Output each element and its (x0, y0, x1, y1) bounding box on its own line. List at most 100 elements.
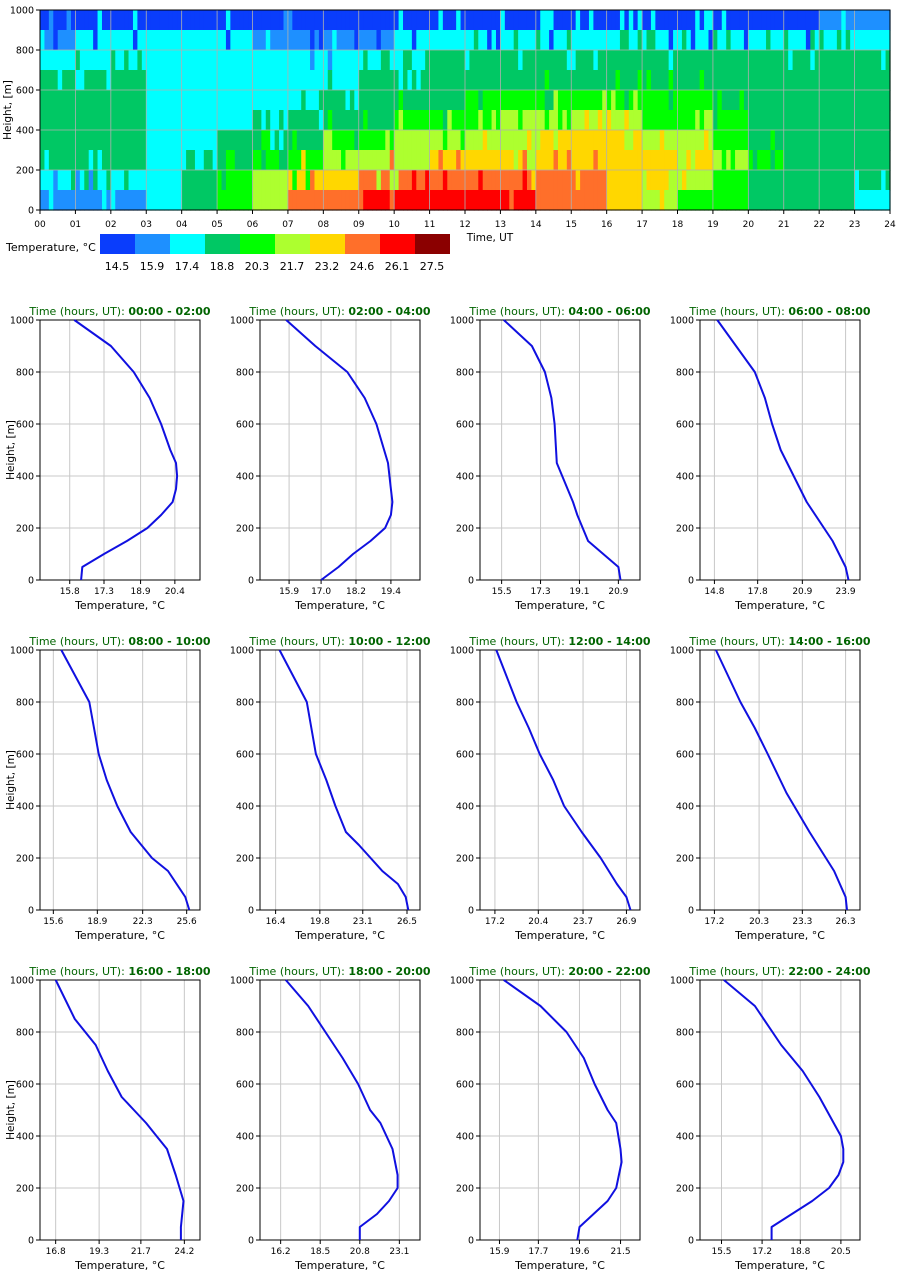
heatmap-cell (664, 170, 670, 191)
heatmap-cell (115, 90, 121, 111)
heatmap-cell (482, 50, 488, 71)
heatmap-cell (358, 150, 364, 171)
heatmap-cell (615, 10, 621, 31)
heatmap-cell (221, 50, 227, 71)
profile-x-axis-label: Temperature, °C (294, 1259, 385, 1272)
heatmap-cell (358, 110, 364, 131)
heatmap-cell (863, 10, 869, 31)
heatmap-cell (797, 150, 803, 171)
heatmap-cell (726, 10, 732, 31)
heatmap-cell (420, 170, 426, 191)
heatmap-cell (509, 30, 515, 51)
colorbar-swatch (310, 234, 345, 254)
heatmap-cell (876, 190, 882, 211)
heatmap-cell (575, 30, 581, 51)
heatmap-cell (748, 50, 754, 71)
heatmap-cell (336, 110, 342, 131)
heatmap-cell (172, 10, 178, 31)
heatmap-cell (146, 110, 152, 131)
heatmap-cell (261, 150, 267, 171)
heatmap-xtick-label: 14 (530, 220, 542, 230)
heatmap-cell (57, 190, 63, 211)
heatmap-cell (460, 10, 466, 31)
heatmap-cell (859, 70, 865, 91)
heatmap-cell (442, 150, 448, 171)
heatmap-cell (372, 90, 378, 111)
heatmap-cell (774, 170, 780, 191)
heatmap-cell (287, 30, 293, 51)
heatmap-cell (177, 10, 183, 31)
heatmap-cell (115, 150, 121, 171)
heatmap-cell (867, 150, 873, 171)
heatmap-cell (549, 130, 555, 151)
heatmap-cell (845, 110, 851, 131)
heatmap-cell (141, 50, 147, 71)
heatmap-cell (504, 30, 510, 51)
heatmap-cell (717, 130, 723, 151)
heatmap-cell (832, 190, 838, 211)
heatmap-cell (553, 90, 559, 111)
heatmap-cell (841, 170, 847, 191)
heatmap-cell (633, 130, 639, 151)
heatmap-cell (132, 90, 138, 111)
heatmap-cell (411, 130, 417, 151)
heatmap-cell (792, 50, 798, 71)
heatmap-cell (664, 50, 670, 71)
heatmap-cell (500, 50, 506, 71)
profile-xtick-label: 18.5 (310, 1247, 330, 1257)
heatmap-cell (97, 110, 103, 131)
heatmap-cell (531, 110, 537, 131)
heatmap-cell (420, 130, 426, 151)
heatmap-cell (367, 50, 373, 71)
heatmap-cell (805, 150, 811, 171)
heatmap-cell (841, 50, 847, 71)
heatmap-cell (863, 150, 869, 171)
heatmap-cell (633, 110, 639, 131)
heatmap-cell (792, 110, 798, 131)
heatmap-cell (53, 90, 59, 111)
heatmap-xtick-label: 05 (211, 220, 222, 230)
heatmap-cell (155, 150, 161, 171)
heatmap-cell (699, 150, 705, 171)
heatmap-cell (828, 110, 834, 131)
heatmap-cell (832, 130, 838, 151)
heatmap-cell (473, 170, 479, 191)
heatmap-cell (566, 110, 572, 131)
heatmap-cell (84, 30, 90, 51)
heatmap-cell (88, 170, 94, 191)
heatmap-cell (403, 190, 409, 211)
heatmap-cell (376, 110, 382, 131)
heatmap-cell (739, 50, 745, 71)
heatmap-cell (770, 110, 776, 131)
heatmap-xtick-label: 20 (743, 220, 755, 230)
heatmap-cell (876, 50, 882, 71)
heatmap-cell (743, 30, 749, 51)
temperature-profile-line (73, 319, 179, 581)
heatmap-cell (190, 150, 196, 171)
heatmap-cell (611, 90, 617, 111)
heatmap-cell (177, 170, 183, 191)
heatmap-cell (70, 70, 77, 91)
heatmap-cell (398, 150, 404, 171)
heatmap-cell (203, 170, 209, 191)
heatmap-cell (256, 110, 262, 131)
heatmap-cell (522, 130, 528, 151)
heatmap-cell (540, 170, 546, 191)
heatmap-cell (40, 50, 46, 71)
heatmap-cell (336, 130, 342, 151)
heatmap-cell (637, 50, 643, 71)
heatmap-cell (571, 50, 577, 71)
profile-xtick-label: 19.8 (310, 917, 330, 927)
heatmap-cell (403, 70, 409, 91)
heatmap-cell (323, 30, 329, 51)
heatmap-cell (301, 190, 307, 211)
heatmap-cell (243, 150, 249, 171)
heatmap-cell (593, 110, 599, 131)
heatmap-cell (168, 90, 174, 111)
heatmap-cell (115, 30, 121, 51)
heatmap-cell (314, 170, 320, 191)
heatmap-cell (336, 10, 342, 31)
heatmap-cell (500, 150, 506, 171)
profile-ytick-label: 1000 (450, 976, 474, 987)
heatmap-cell (708, 30, 714, 51)
